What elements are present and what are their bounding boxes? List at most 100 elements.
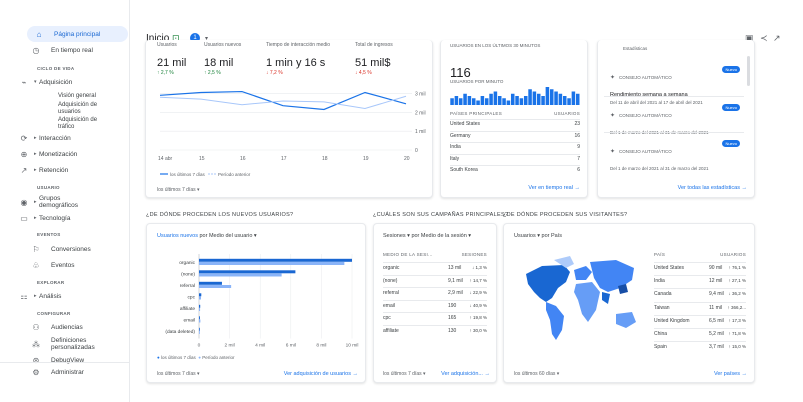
country-delta: ↑ 76,1 % [728,265,746,270]
bar-previous [199,331,200,334]
sidebar-item-acquisition[interactable]: ▾ ⌁ Adquisición [6,74,128,90]
chevron-down-icon[interactable]: ▾ [205,36,209,42]
sidebar-item-events[interactable]: ♧ Eventos [6,257,128,273]
row-separator [383,262,487,263]
view-realtime-link[interactable]: Ver en tiempo real → [528,185,580,191]
sidebar: ⌂ Página principal ◷ En tiempo real CICLO … [0,0,130,402]
section-explore: EXPLORAR [37,280,65,285]
sidebar-item-monetization[interactable]: ▸ ⊕ Monetización [6,146,128,162]
minute-bar [549,89,554,105]
retention-icon: ↗ [20,165,28,175]
sidebar-sub-overview[interactable]: Visión general [58,93,96,99]
minute-bar [489,93,493,105]
sidebar-item-analysis[interactable]: ▸ ⚏ Análisis [6,288,128,304]
category-label: referral [180,283,195,289]
share-icon[interactable]: ≺ [760,33,768,43]
customize-icon[interactable]: ▣ [745,33,754,43]
category-label: (data deleted) [165,329,195,335]
country-delta: ↑ 15,0 % [728,344,746,350]
insights-card: Estadísticas ✦ CONSEJO AUTOMÁTICO Nuevo Ren… [597,40,755,198]
bar-previous [199,319,201,323]
row-separator [450,153,580,155]
x-tick-label: 20 [404,156,410,162]
country-users: 90 mil [709,265,723,271]
insights-doc-icon[interactable]: ⊡ [172,33,180,43]
realtime-value: 116 [450,65,471,80]
sidebar-item-realtime[interactable]: ◷ En tiempo real [6,42,128,58]
y-tick-label: 3 mil [415,91,426,97]
notification-badge[interactable]: 1 [190,33,200,43]
sidebar-item-audiences[interactable]: ⚇ Audiencias [6,319,128,335]
country-delta: ↑ 17,3 % [728,317,746,323]
bar-previous [199,296,201,300]
sessions-delta: ↓ 1,3 % [471,265,487,270]
bar-current [199,258,352,262]
row-separator [654,341,746,343]
sidebar-item-home[interactable]: ⌂ Página principal [27,26,128,42]
caret-right-icon: ▸ [34,151,37,157]
legend-label: Período anterior [218,172,251,177]
range-dropdown[interactable]: los últimos 7 días ▾ [157,371,200,377]
x-tick-label: 2 mil [225,343,235,349]
minute-bar [558,93,563,105]
new-users-dropdown[interactable]: Usuarios nuevos por Medio del usuario ▾ [157,233,257,239]
row-separator [450,130,580,132]
range-dropdown[interactable]: los últimos 60 días ▾ [514,371,560,377]
view-campaigns-link[interactable]: Ver adquisición... → [441,371,490,377]
campaigns-dropdown[interactable]: Sesiones ▾ por Medio de la sesión ▾ [383,233,472,239]
minute-bar [536,93,541,105]
sidebar-item-definitions[interactable]: ⁂ Definiciones personalizadas [32,337,95,351]
row-separator [654,288,746,290]
insight-item[interactable]: ✦ CONSEJO AUTOMÁTICO Nuevo Rendimiento sema… [610,66,740,105]
sidebar-item-conversions[interactable]: ⚐ Conversiones [6,241,128,257]
bar-current [199,293,202,297]
home-icon: ⌂ [36,29,42,39]
country-users: 9 [577,144,580,150]
minute-bar [506,100,511,105]
sessions-value: 13 mil [448,265,462,271]
metric-value: 51 mil$ [355,57,391,69]
x-tick-label: 15 [199,156,205,162]
minute-bar [476,100,480,105]
analysis-icon: ⚏ [20,291,28,301]
trend-icon[interactable]: ↗ [773,33,781,43]
minute-bar [562,96,567,105]
gear-icon: ⚙ [32,367,40,377]
insight-date: Del 11 de abril del 2021 al 17 de abril … [610,100,703,105]
view-countries-link[interactable]: Ver países → [713,371,747,377]
category-label: email [184,318,195,324]
scrollbar[interactable] [747,56,750,86]
view-user-acquisition-link[interactable]: Ver adquisición de usuarios → [283,371,358,377]
sidebar-item-engagement[interactable]: ▸ ⟳ Interacción [6,130,128,146]
sidebar-item-demographics[interactable]: ▸ ◉ Grupos demográficos [6,193,128,211]
sidebar-sub-traffic-acquisition[interactable]: Adquisición de tráfico [58,117,98,130]
sidebar-item-admin[interactable]: ⚙ Administrar [6,364,128,380]
range-dropdown[interactable]: los últimos 7 días ▾ [383,371,426,377]
visitors-dropdown[interactable]: Usuarios ▾ por País [514,233,563,239]
sessions-delta: ↑ 14,7 % [469,277,487,283]
minute-bar [532,91,537,105]
view-insights-link[interactable]: Ver todas las estadísticas → [677,185,747,191]
sidebar-sub-user-acquisition[interactable]: Adquisición de usuarios [58,102,98,115]
col-users: USUARIOS [720,252,746,257]
x-tick-label: 10 mil [346,343,359,349]
sidebar-item-tech[interactable]: ▸ ▭ Tecnología [6,210,128,226]
country-users: 16 [574,132,580,139]
new-badge: Nuevo [722,140,740,147]
insights-title: Estadísticas [623,46,648,51]
country-users: 6,5 mil [709,317,724,324]
audience-icon: ⚇ [32,322,40,332]
x-tick-label: 14 abr [158,156,173,162]
sessions-delta: ↑ 30,0 % [469,327,487,333]
sidebar-item-debugview[interactable]: ⊛ DebugView [6,352,128,368]
sidebar-item-retention[interactable]: ▸ ↗ Retención [6,162,128,178]
minute-bar [575,93,580,105]
visitors-card: Usuarios ▾ por País PAÍS USUARIOS United… [503,223,755,383]
bar-current [199,327,200,331]
range-dropdown[interactable]: los últimos 7 días ▾ [157,187,200,193]
country-delta: ↓ 36,2 % [728,291,746,297]
row-separator [654,328,746,329]
sparkle-icon: ✦ [610,113,616,119]
